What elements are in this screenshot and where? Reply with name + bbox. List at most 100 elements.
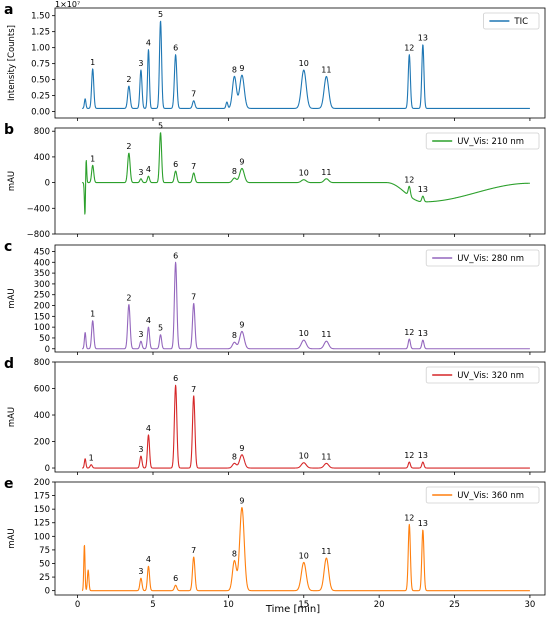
peak-label: 12 bbox=[404, 328, 414, 337]
y-tick-label: 150 bbox=[34, 312, 50, 322]
peak-label: 4 bbox=[146, 424, 151, 433]
x-tick-label: 30 bbox=[525, 600, 536, 610]
y-tick-label: 800 bbox=[34, 358, 50, 368]
peak-label: 12 bbox=[404, 513, 414, 522]
y-tick-label: 0 bbox=[45, 345, 50, 355]
peak-label: 4 bbox=[146, 555, 151, 564]
legend-box bbox=[482, 12, 540, 30]
x-tick-label: 5 bbox=[150, 600, 155, 610]
x-tick-label: 10 bbox=[223, 600, 234, 610]
peak-label: 9 bbox=[239, 157, 244, 166]
peak-label: 1 bbox=[90, 310, 95, 319]
peak-label: 7 bbox=[191, 385, 196, 394]
y-tick-label: 0 bbox=[45, 587, 50, 597]
legend-label: UV_Vis: 320 nm bbox=[457, 371, 524, 381]
panel-letter: a bbox=[4, 2, 13, 18]
y-tick-label: 400 bbox=[34, 411, 50, 421]
peak-label: 3 bbox=[138, 567, 143, 576]
peak-label: 2 bbox=[126, 142, 131, 151]
peak-label: 8 bbox=[232, 452, 237, 461]
peak-label: 8 bbox=[232, 549, 237, 558]
plot-frame bbox=[54, 127, 546, 235]
peak-label: 7 bbox=[191, 546, 196, 555]
y-tick-label: 0.50 bbox=[31, 76, 50, 86]
y-tick-label: 50 bbox=[39, 334, 50, 344]
y-tick-label: 350 bbox=[34, 269, 50, 279]
y-axis-label: mAU bbox=[7, 171, 17, 191]
peak-label: 1 bbox=[89, 454, 94, 463]
panel-letter: e bbox=[4, 476, 14, 492]
y-tick-label: 100 bbox=[34, 323, 50, 333]
panel-e: 0 5 10 15 20 25 30 0 25 50 75 100 125 150 175 200 mAU e UV… bbox=[4, 476, 546, 610]
peak-label: 6 bbox=[173, 374, 178, 383]
legend-box bbox=[425, 486, 540, 504]
peak-label: 12 bbox=[404, 44, 414, 53]
trace-line bbox=[81, 20, 531, 109]
peak-label: 9 bbox=[239, 444, 244, 453]
peak-label: 6 bbox=[173, 574, 178, 583]
trace-line bbox=[81, 132, 531, 215]
x-axis-label: Time [min] bbox=[265, 604, 320, 615]
peak-label: 5 bbox=[158, 121, 163, 130]
legend-label: TIC bbox=[513, 17, 528, 27]
peak-label: 1 bbox=[90, 154, 95, 163]
peak-label: 2 bbox=[126, 75, 131, 84]
y-tick-label: 0.25 bbox=[31, 92, 50, 102]
panel-a: 0.00 0.25 0.50 0.75 1.00 1.25 1.50 Intensity [C… bbox=[4, 0, 546, 121]
x-tick-label: 0 bbox=[75, 600, 80, 610]
y-tick-label: 300 bbox=[34, 280, 50, 290]
peak-label: 7 bbox=[191, 90, 196, 99]
plot-frame bbox=[54, 481, 546, 596]
y-tick-label: 125 bbox=[34, 519, 50, 529]
y-tick-label: 25 bbox=[39, 573, 50, 583]
peak-label: 12 bbox=[404, 451, 414, 460]
peak-label: 11 bbox=[321, 65, 331, 74]
peak-label: 11 bbox=[321, 547, 331, 556]
y-tick-label: 0.00 bbox=[31, 108, 50, 118]
y-axis-label: mAU bbox=[7, 528, 17, 548]
panel-letter: b bbox=[4, 122, 14, 138]
y-tick-label: 100 bbox=[34, 532, 50, 542]
peak-label: 13 bbox=[418, 519, 428, 528]
trace-line bbox=[81, 384, 531, 469]
plot-frame bbox=[54, 7, 546, 119]
peak-label: 6 bbox=[173, 160, 178, 169]
peak-label: 11 bbox=[321, 168, 331, 177]
y-tick-label: 400 bbox=[34, 258, 50, 268]
y-tick-label: 200 bbox=[34, 302, 50, 312]
x-tick-label: 25 bbox=[449, 600, 460, 610]
y-axis-label: Intensity [Counts] bbox=[7, 25, 17, 101]
y-tick-label: 200 bbox=[34, 438, 50, 448]
y-tick-label: 0.75 bbox=[31, 60, 50, 70]
y-tick-label: 50 bbox=[39, 559, 50, 569]
y-tick-label: 400 bbox=[34, 153, 50, 163]
peak-label: 4 bbox=[146, 39, 151, 48]
y-tick-label: −400 bbox=[27, 204, 50, 214]
peak-label: 10 bbox=[299, 329, 309, 338]
x-tick-label: 20 bbox=[374, 600, 385, 610]
panel-letter: d bbox=[4, 356, 14, 372]
y-tick-label: 150 bbox=[34, 505, 50, 515]
peak-label: 8 bbox=[232, 331, 237, 340]
y-tick-label: 600 bbox=[34, 385, 50, 395]
peak-label: 8 bbox=[232, 65, 237, 74]
y-tick-label: 1.00 bbox=[31, 44, 50, 54]
legend-box bbox=[425, 132, 540, 150]
peak-label: 3 bbox=[138, 330, 143, 339]
peak-label: 4 bbox=[146, 316, 151, 325]
peak-label: 11 bbox=[321, 452, 331, 461]
y-axis-label: mAU bbox=[7, 407, 17, 427]
peak-label: 10 bbox=[299, 551, 309, 560]
peak-label: 3 bbox=[138, 168, 143, 177]
y-tick-label: 200 bbox=[34, 478, 50, 488]
y-tick-label: 800 bbox=[34, 127, 50, 137]
y-tick-label: 75 bbox=[39, 546, 50, 556]
peak-label: 2 bbox=[126, 293, 131, 302]
y-tick-label: −800 bbox=[27, 230, 50, 240]
y-tick-label: 0 bbox=[45, 179, 50, 189]
legend-box bbox=[425, 249, 540, 267]
peak-label: 13 bbox=[418, 185, 428, 194]
